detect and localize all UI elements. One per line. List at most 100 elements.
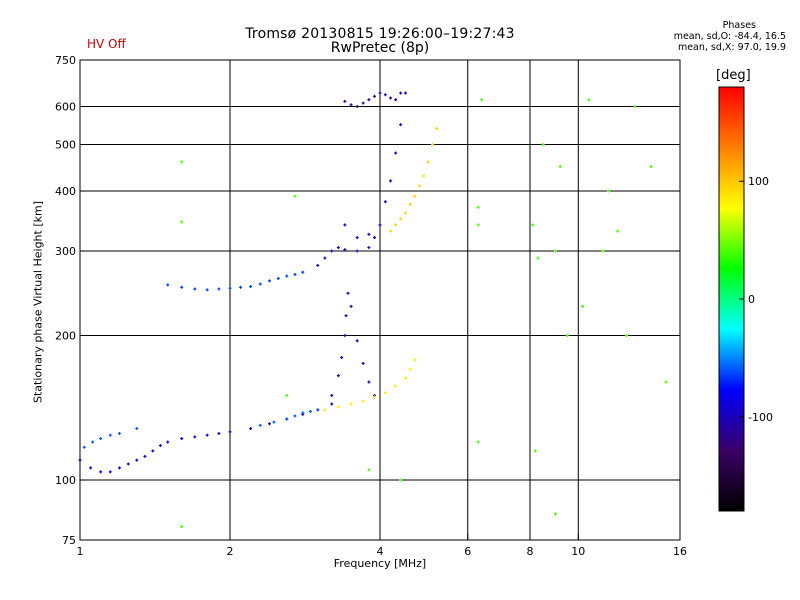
point-1-0 — [82, 445, 86, 449]
point-4-13 — [301, 270, 305, 274]
point-5-2 — [330, 249, 334, 253]
point-3-7 — [403, 376, 407, 380]
point-5-12 — [399, 123, 403, 127]
point-1-3 — [108, 433, 112, 437]
point-8-27 — [553, 512, 557, 516]
point-4-7 — [249, 285, 253, 289]
point-8-26 — [533, 449, 537, 453]
point-7-2 — [399, 217, 403, 221]
point-5-4 — [343, 248, 347, 252]
point-0-1 — [89, 466, 93, 470]
point-6-5 — [373, 94, 377, 98]
point-8-25 — [476, 440, 480, 444]
point-8-11 — [601, 249, 605, 253]
colorbar: -100 0 100 — [718, 86, 773, 512]
point-0-3 — [108, 470, 112, 474]
hv-status: HV Off — [87, 37, 126, 51]
point-2-6 — [349, 304, 353, 308]
colorbar-tick-label-100: 100 — [748, 175, 769, 188]
point-4-8 — [258, 282, 262, 286]
point-4-2 — [193, 287, 197, 291]
x-tick-label-6: 6 — [464, 545, 471, 558]
point-6-0 — [343, 99, 347, 103]
point-5-10 — [389, 179, 393, 183]
point-4-10 — [276, 276, 280, 280]
axes: 1 2 4 6 8 10 16 75 100 200 300 400 500 600 750 — [55, 54, 687, 558]
point-8-10 — [587, 98, 591, 102]
y-tick-label-200: 200 — [55, 330, 76, 343]
point-7-6 — [417, 184, 421, 188]
point-0-8 — [151, 449, 155, 453]
point-8-13 — [616, 229, 620, 233]
point-6-2 — [355, 105, 359, 109]
point-5-1 — [323, 256, 327, 260]
point-0-9 — [158, 444, 162, 448]
point-1-8 — [285, 417, 289, 421]
point-3-0 — [323, 408, 327, 412]
point-1-12 — [316, 408, 320, 412]
point-3-8 — [408, 367, 412, 371]
scatter-points — [78, 91, 668, 529]
point-2-8 — [361, 361, 365, 365]
point-7-1 — [394, 223, 398, 227]
point-8-5 — [541, 143, 545, 147]
chart-title: Tromsø 20130815 19:26:00–19:27:43 — [245, 26, 515, 42]
point-8-14 — [625, 334, 629, 338]
point-3-6 — [394, 384, 398, 388]
phases-x-line: mean, sd,X: 97.0, 19.9 — [677, 42, 786, 53]
point-8-6 — [553, 249, 557, 253]
chart-subtitle: RwPretec (8p) — [330, 40, 430, 56]
x-tick-label-10: 10 — [571, 545, 585, 558]
grid-lines — [80, 60, 680, 540]
y-axis-label: Stationary phase Virtual Height [km] — [31, 200, 45, 404]
point-2-4 — [344, 314, 348, 318]
point-8-2 — [480, 98, 484, 102]
point-8-3 — [531, 223, 535, 227]
point-8-17 — [664, 380, 668, 384]
point-3-5 — [383, 391, 387, 395]
point-8-23 — [367, 468, 371, 472]
point-8-24 — [399, 478, 403, 482]
point-1-5 — [135, 427, 139, 431]
point-5-15 — [355, 236, 359, 240]
point-7-4 — [408, 202, 412, 206]
colorbar-unit: [deg] — [716, 68, 751, 83]
point-0-15 — [228, 430, 232, 434]
y-tick-label-750: 750 — [55, 54, 76, 67]
point-8-18 — [180, 160, 184, 164]
point-5-9 — [383, 200, 387, 204]
point-4-4 — [217, 287, 221, 291]
point-5-8 — [378, 223, 382, 227]
point-4-6 — [239, 285, 243, 289]
point-7-8 — [426, 160, 430, 164]
point-8-4 — [536, 256, 540, 260]
point-7-0 — [389, 229, 393, 233]
point-7-9 — [431, 143, 435, 147]
point-1-6 — [258, 423, 262, 427]
point-6-7 — [383, 93, 387, 97]
point-4-3 — [205, 288, 209, 292]
point-5-13 — [403, 91, 407, 95]
point-2-0 — [330, 394, 334, 398]
point-8-22 — [285, 394, 289, 398]
point-0-11 — [180, 437, 184, 441]
x-tick-label-8: 8 — [527, 545, 534, 558]
x-axis-label: Frequency [MHz] — [333, 557, 427, 570]
point-8-1 — [476, 223, 480, 227]
colorbar-tick-label-0: 0 — [748, 293, 755, 306]
point-8-21 — [293, 194, 297, 198]
point-2-7 — [355, 339, 359, 343]
point-6-9 — [394, 98, 398, 102]
phases-heading: Phases — [722, 20, 756, 31]
point-8-19 — [180, 220, 184, 224]
point-7-7 — [422, 174, 426, 178]
point-8-16 — [649, 164, 653, 168]
point-8-20 — [180, 525, 184, 529]
point-6-1 — [349, 103, 353, 107]
y-tick-label-500: 500 — [55, 139, 76, 152]
y-tick-label-400: 400 — [55, 185, 76, 198]
point-0-16 — [249, 427, 253, 431]
point-5-14 — [343, 223, 347, 227]
point-2-1 — [336, 374, 340, 378]
x-tick-label-4: 4 — [377, 545, 384, 558]
